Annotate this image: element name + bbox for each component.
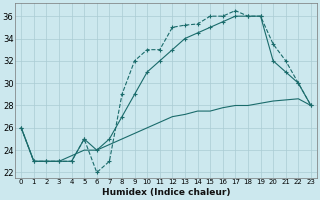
X-axis label: Humidex (Indice chaleur): Humidex (Indice chaleur) <box>102 188 230 197</box>
